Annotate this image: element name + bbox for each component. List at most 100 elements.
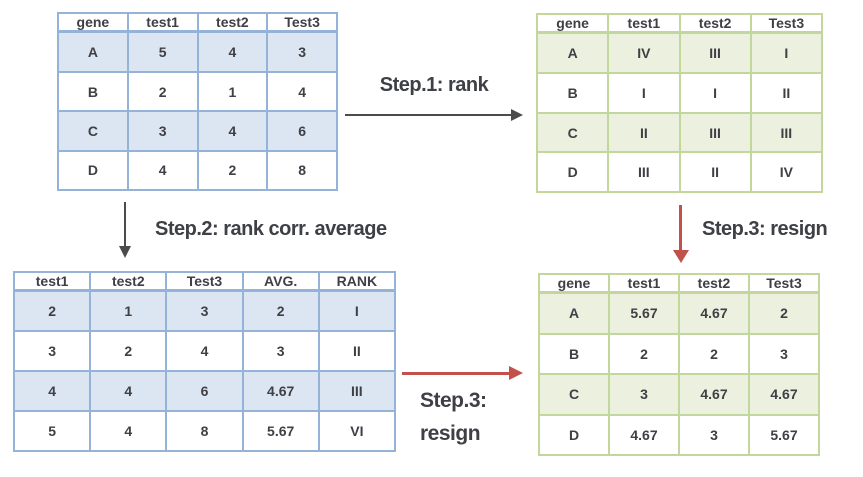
header-row: test1 test2 Test3 AVG. RANK — [12, 271, 397, 292]
step1-arrow — [345, 114, 512, 116]
table-cell: 2 — [241, 289, 320, 333]
table-cell: 8 — [266, 149, 338, 192]
step3-resign-label-two-line: Step.3: resign — [420, 384, 487, 450]
table-cell: 3 — [678, 413, 750, 457]
step3-resign-label-line2: resign — [420, 422, 481, 445]
table-cell: 4.67 — [241, 370, 320, 413]
table-cell: 5.67 — [748, 413, 820, 457]
table-cell: III — [749, 111, 824, 154]
table-cell: C — [538, 373, 610, 416]
table-cell: 4 — [89, 370, 168, 413]
table-cell: 3 — [748, 332, 820, 376]
raw-values-table: gene test1 test2 Test3 A 5 4 3 B 2 1 4 C 3 4 6 D 4 2 8 — [57, 12, 338, 192]
table-row: 4 4 6 4.67 III — [12, 370, 397, 413]
table-row: 5 4 8 5.67 VI — [12, 410, 397, 452]
table-cell: VI — [317, 410, 397, 452]
table-cell: I — [317, 289, 397, 333]
table-cell: 1 — [196, 70, 269, 113]
table-cell: II — [317, 330, 397, 373]
table-cell: 2 — [89, 330, 168, 373]
table-cell: 5.67 — [608, 291, 680, 335]
table-cell: B — [57, 70, 129, 113]
table-cell: IV — [607, 31, 681, 75]
table-cell: 4 — [196, 30, 269, 73]
table-cell: IV — [749, 151, 824, 193]
column-header: test1 — [126, 12, 199, 33]
table-cell: A — [538, 291, 610, 335]
table-cell: D — [57, 149, 129, 192]
table-cell: 8 — [165, 410, 244, 452]
column-header: Test3 — [266, 12, 338, 33]
column-header: Test3 — [165, 271, 244, 292]
table-cell: I — [607, 72, 681, 114]
column-header: test1 — [607, 13, 681, 34]
table-cell: 2 — [608, 332, 680, 376]
table-cell: II — [678, 151, 752, 193]
table-cell: III — [678, 31, 752, 75]
table-row: 3 2 4 3 II — [12, 330, 397, 373]
table-cell: 5 — [126, 30, 199, 73]
table-cell: 2 — [748, 291, 820, 335]
table-cell: D — [535, 151, 610, 193]
table-cell: D — [538, 413, 610, 457]
table-cell: 4.67 — [678, 291, 750, 335]
table-row: A 5.67 4.67 2 — [538, 291, 820, 335]
table-cell: 3 — [126, 110, 199, 152]
column-header: Test3 — [749, 13, 824, 34]
rank-table: gene test1 test2 Test3 A IV III I B I I II C II III III… — [535, 13, 824, 193]
table-cell: 4 — [12, 370, 92, 413]
column-header: test1 — [12, 271, 92, 292]
table-cell: B — [535, 72, 610, 114]
step3-resign-label: Step.3: resign — [702, 218, 828, 240]
column-header: test2 — [678, 273, 750, 294]
table-row: D III II IV — [535, 151, 824, 193]
table-cell: 4.67 — [608, 413, 680, 457]
step2-label: Step.2: rank corr. average — [155, 218, 387, 240]
column-header: test2 — [196, 12, 269, 33]
table-cell: 6 — [266, 110, 338, 152]
table-cell: 5 — [12, 410, 92, 452]
table-cell: 6 — [165, 370, 244, 413]
column-header: test2 — [678, 13, 752, 34]
table-cell: 4.67 — [748, 373, 820, 416]
table-cell: 1 — [89, 289, 168, 333]
table-cell: 3 — [241, 330, 320, 373]
table-cell: II — [749, 72, 824, 114]
step3-resign-label-line1: Step.3: — [420, 389, 487, 412]
table-cell: 2 — [12, 289, 92, 333]
table-row: A IV III I — [535, 31, 824, 75]
rank-average-table: test1 test2 Test3 AVG. RANK 2 1 3 2 I 3 2 4 3 II 4 4 6 4.6… — [12, 271, 397, 452]
table-cell: A — [57, 30, 129, 73]
column-header: gene — [57, 12, 129, 33]
table-cell: A — [535, 31, 610, 75]
step3-down-arrow — [679, 205, 682, 251]
header-row: gene test1 test2 Test3 — [535, 13, 824, 34]
table-cell: 3 — [165, 289, 244, 333]
table-cell: 4 — [196, 110, 269, 152]
table-row: C 3 4.67 4.67 — [538, 373, 820, 416]
table-cell: I — [678, 72, 752, 114]
table-cell: 2 — [678, 332, 750, 376]
header-row: gene test1 test2 Test3 — [57, 12, 338, 33]
step3-down-arrowhead-icon — [673, 250, 689, 263]
table-cell: 3 — [608, 373, 680, 416]
table-cell: 3 — [12, 330, 92, 373]
column-header: gene — [538, 273, 610, 294]
header-row: gene test1 test2 Test3 — [538, 273, 820, 294]
table-cell: III — [317, 370, 397, 413]
table-cell: 4.67 — [678, 373, 750, 416]
table-cell: 3 — [266, 30, 338, 73]
column-header: AVG. — [241, 271, 320, 292]
table-cell: C — [57, 110, 129, 152]
step2-arrowhead-icon — [119, 246, 131, 258]
table-cell: 4 — [126, 149, 199, 192]
table-cell: 2 — [196, 149, 269, 192]
table-cell: III — [607, 151, 681, 193]
column-header: Test3 — [748, 273, 820, 294]
table-row: B I I II — [535, 72, 824, 114]
resigned-values-table: gene test1 test2 Test3 A 5.67 4.67 2 B 2 2 3 C 3 4.67 4… — [538, 273, 820, 457]
